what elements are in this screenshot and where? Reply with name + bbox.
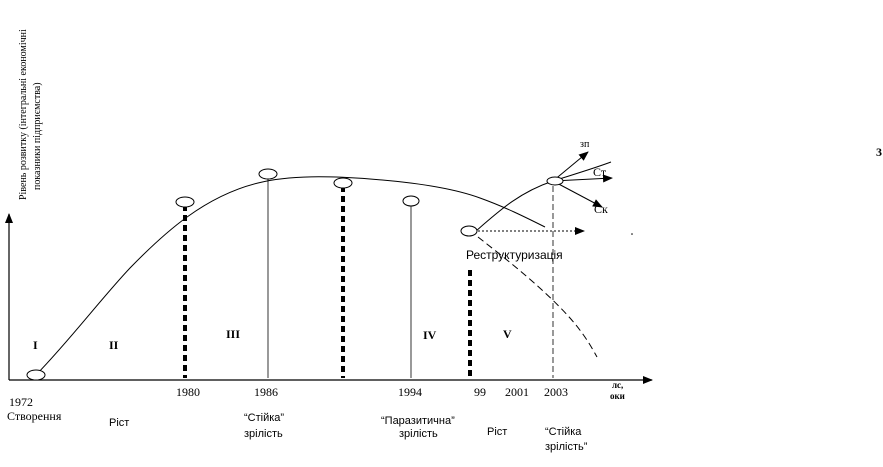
phase-growth-2: Ріст — [487, 426, 507, 438]
stage-numeral-4: IV — [423, 328, 437, 342]
year-2003: 2003 — [544, 385, 568, 399]
scenario-zp: зп — [580, 139, 590, 150]
phase-stable-maturity-2-line1: “Стійка — [545, 426, 582, 438]
restructuring-label: Реструктуризація — [466, 248, 563, 262]
scenario-st: Ст — [593, 165, 607, 179]
decline-curve — [477, 236, 598, 358]
page-number: 3 — [876, 145, 882, 159]
phase-creation: Створення — [7, 409, 62, 423]
x-axis-label-line1: лс, — [612, 380, 623, 390]
phase-parasitic-line1: “Паразитична” — [381, 415, 455, 427]
phase-stable-maturity-1-line1: “Стійка” — [244, 412, 284, 424]
phase-parasitic-line2: зрілість — [399, 428, 438, 440]
stage-numeral-1: I — [33, 338, 38, 352]
marker-2003 — [546, 176, 564, 186]
year-1986: 1986 — [254, 385, 278, 399]
x-axis-label-line2: оки — [610, 391, 625, 401]
stage-numeral-2: II — [109, 338, 119, 352]
phase-stable-maturity-1-line2: зрілість — [244, 428, 283, 440]
y-axis-label-line1: Рівень розвитку (інтегральні економічні — [18, 29, 29, 200]
marker-mid — [333, 177, 353, 189]
lifecycle-curve — [35, 176, 546, 376]
phase-growth-1: Ріст — [109, 417, 129, 429]
stage-numeral-3: III — [226, 327, 240, 341]
year-1994: 1994 — [398, 385, 422, 399]
zp-arrow — [552, 151, 589, 182]
phase-stable-maturity-2-line2: зрілість” — [545, 441, 588, 453]
year-1980: 1980 — [176, 385, 200, 399]
sk-arrow — [552, 180, 603, 208]
marker-1972 — [26, 369, 46, 381]
stray-dot — [631, 233, 633, 235]
marker-99 — [460, 225, 478, 237]
growth-curve-2 — [475, 161, 612, 232]
marker-1980 — [175, 196, 195, 208]
year-1972: 1972 — [9, 395, 33, 409]
marker-1986 — [258, 168, 278, 180]
y-axis-label-line2: показники підприємства) — [32, 82, 43, 190]
marker-1994 — [402, 195, 420, 207]
year-2001: 2001 — [505, 385, 529, 399]
stage-numeral-5: V — [503, 327, 512, 341]
year-99: 99 — [474, 385, 486, 399]
scenario-sk: Ск — [594, 202, 608, 216]
